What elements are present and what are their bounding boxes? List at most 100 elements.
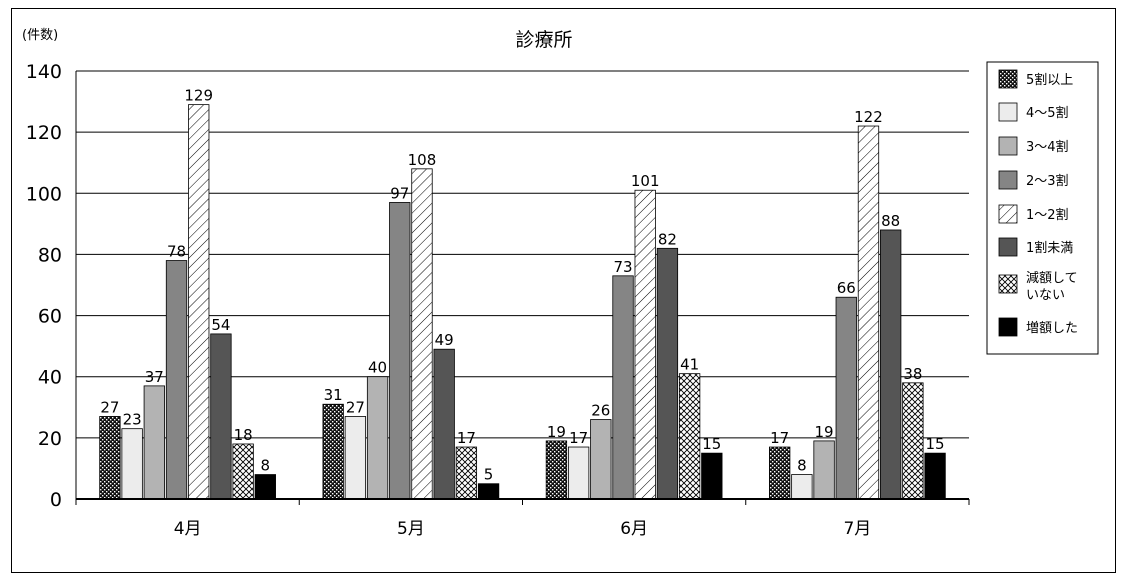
bar (835, 296, 857, 500)
legend-swatch (998, 136, 1018, 156)
chart-frame: 診療所 (件数) 0 20 40 60 80 100 120 140 4月 5月 6月 7月 27 23… (11, 8, 1116, 573)
legend-swatch (998, 69, 1018, 89)
bar (612, 275, 634, 500)
legend-label: 5割以上 (1026, 72, 1073, 88)
bar (210, 333, 232, 500)
data-label: 82 (658, 230, 677, 248)
x-tick-label: 6月 (620, 519, 648, 539)
y-tick-label: 20 (38, 428, 62, 450)
bar (590, 419, 612, 500)
x-tick-label: 7月 (843, 519, 871, 539)
bar (455, 446, 478, 500)
bars (99, 104, 946, 500)
x-tick-label: 4月 (174, 519, 202, 539)
y-tick-label: 100 (26, 183, 62, 205)
bar (121, 428, 143, 500)
axes: 0 20 40 60 80 100 120 140 4月 5月 6月 7月 (26, 61, 970, 539)
data-label: 17 (457, 429, 476, 447)
legend-label: 2～3割 (1026, 173, 1069, 189)
y-tick-label: 60 (38, 306, 62, 328)
bar (924, 452, 946, 500)
bar (656, 247, 679, 500)
y-tick-label: 0 (50, 489, 62, 511)
bar (366, 376, 389, 500)
data-label: 8 (261, 457, 271, 475)
bar (880, 229, 902, 500)
gridlines (76, 70, 969, 439)
y-tick-label: 80 (38, 244, 62, 266)
data-label: 88 (881, 212, 900, 230)
data-label: 19 (815, 423, 834, 441)
y-tick-label: 120 (26, 122, 62, 144)
bar (411, 168, 433, 500)
data-label: 122 (854, 108, 883, 126)
data-label: 38 (903, 365, 922, 383)
bar (545, 440, 568, 500)
data-label: 19 (547, 423, 566, 441)
legend-label: いない (1026, 288, 1065, 303)
bar (165, 260, 188, 500)
legend-swatch (998, 274, 1018, 294)
data-label: 26 (591, 402, 610, 420)
data-label: 31 (324, 386, 343, 404)
chart-title: 診療所 (515, 29, 572, 51)
bar (344, 416, 367, 500)
x-tick-label: 5月 (397, 519, 425, 539)
bar (99, 416, 121, 500)
data-label: 8 (797, 457, 807, 475)
legend-label: 増額した (1026, 321, 1078, 336)
data-label: 18 (234, 426, 253, 444)
bar (433, 348, 455, 500)
legend-label: 1～2割 (1026, 207, 1069, 223)
data-label: 49 (435, 331, 454, 349)
legend-swatch (998, 102, 1018, 122)
legend-label: 4～5割 (1026, 105, 1069, 121)
data-label: 101 (631, 172, 660, 190)
data-label: 73 (613, 258, 632, 276)
legend-label: 1割未満 (1026, 240, 1073, 256)
legend-swatch (998, 317, 1018, 337)
bar (188, 104, 210, 500)
bar (769, 446, 791, 500)
bar (232, 443, 254, 500)
data-label: 97 (390, 184, 409, 202)
data-label: 15 (702, 435, 721, 453)
bar (634, 189, 656, 500)
bar (902, 382, 924, 500)
y-tick-label: 140 (26, 61, 62, 83)
legend-swatch (998, 204, 1018, 224)
bar (322, 403, 344, 500)
bar (389, 202, 411, 500)
legend-swatch (998, 170, 1018, 190)
data-label: 15 (926, 435, 945, 453)
bar (813, 440, 835, 500)
data-label: 108 (408, 151, 437, 169)
y-tick-label: 40 (38, 367, 62, 389)
data-label: 23 (123, 411, 142, 429)
data-label: 5 (484, 466, 494, 484)
data-label: 40 (368, 359, 387, 377)
data-label: 27 (346, 398, 365, 416)
bar (567, 446, 590, 500)
bar (143, 385, 165, 500)
bar (701, 452, 723, 500)
y-axis-unit: (件数) (22, 28, 58, 43)
data-label: 27 (100, 398, 119, 416)
bar (254, 474, 276, 500)
legend-label: 減額して (1026, 270, 1078, 286)
bar (477, 483, 500, 500)
bar (791, 474, 813, 500)
bar (678, 373, 701, 500)
data-label: 41 (680, 356, 699, 374)
data-label: 78 (167, 243, 186, 261)
data-label: 54 (211, 316, 230, 334)
data-label: 17 (770, 429, 789, 447)
data-label: 129 (184, 87, 213, 105)
legend-label: 3～4割 (1026, 139, 1069, 155)
data-label: 66 (837, 279, 856, 297)
legend-swatch (998, 237, 1018, 257)
data-label: 17 (569, 429, 588, 447)
